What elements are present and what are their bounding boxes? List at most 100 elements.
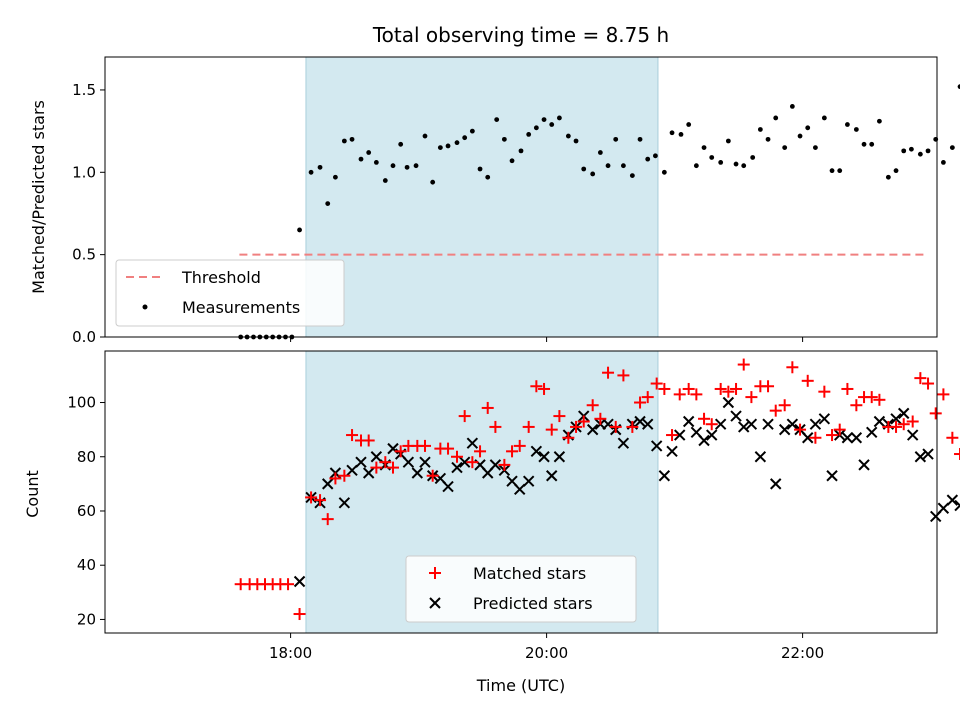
measurement-point	[678, 132, 684, 137]
x-axis-label: Time (UTC)	[476, 676, 565, 695]
predicted-legend-swatch	[429, 597, 441, 609]
matched-star-marker	[698, 412, 711, 425]
measurement-point	[613, 136, 619, 142]
predicted-star-marker	[682, 415, 695, 428]
predicted-star-marker	[322, 478, 334, 490]
matched-star-marker	[522, 420, 535, 433]
measurement-point	[549, 122, 555, 127]
predicted-star-marker	[458, 456, 471, 468]
y-tick-label: 0.0	[72, 328, 96, 346]
predicted-star-marker	[546, 470, 558, 482]
top-y-axis-label: Matched/Predicted stars	[29, 100, 48, 294]
matched-star-marker	[513, 439, 526, 452]
matched-star-marker	[626, 420, 639, 433]
measurement-point	[349, 136, 355, 142]
matched-star-marker	[641, 391, 654, 404]
matched-star-marker	[946, 431, 959, 444]
measurement-point	[925, 148, 931, 154]
measurement-point	[358, 156, 364, 162]
matched-star-marker	[506, 445, 519, 458]
matched-star-marker	[489, 420, 502, 433]
measurement-point	[709, 155, 715, 160]
measurement-point	[909, 146, 914, 152]
x-tick-label: 18:00	[269, 644, 312, 662]
matched-star-marker	[538, 382, 551, 395]
matched-star-marker	[786, 361, 799, 374]
measurement-point	[725, 138, 731, 144]
measurement-point	[765, 136, 771, 142]
measurement-point	[501, 136, 507, 142]
predicted-star-marker	[778, 423, 791, 436]
measurement-point	[821, 115, 827, 121]
measurement-point	[686, 122, 692, 127]
predicted-star-marker	[890, 413, 902, 425]
matched-legend-label: Matched stars	[473, 564, 586, 583]
measurement-point	[317, 164, 323, 170]
matched-star-marker	[387, 461, 399, 474]
measurement-point	[845, 122, 850, 127]
matched-star-marker	[329, 472, 342, 485]
ratio-panel: 0.0 0.5 1.0 1.5 Total observing time = 8.75…	[29, 23, 960, 346]
measurement-point	[805, 125, 811, 131]
measurement-point	[422, 133, 428, 139]
threshold-legend-label: Threshold	[181, 268, 261, 287]
predicted-star-marker	[674, 429, 686, 441]
matched-star-marker	[929, 407, 942, 420]
predicted-star-marker	[338, 497, 351, 509]
predicted-star-marker	[293, 575, 306, 588]
y-tick-label: 0.5	[72, 246, 96, 264]
matched-star-marker	[841, 382, 854, 395]
matched-star-marker	[394, 445, 407, 458]
measurement-point	[373, 160, 379, 165]
matched-star-marker	[737, 358, 750, 371]
measurement-point	[718, 160, 724, 165]
measurement-point	[957, 84, 960, 90]
measurement-point	[869, 141, 875, 147]
matched-star-marker	[609, 420, 622, 433]
predicted-star-marker	[714, 418, 727, 430]
predicted-star-marker	[489, 459, 502, 471]
matched-star-marker	[954, 448, 960, 461]
measurement-point	[390, 163, 396, 169]
matched-star-marker	[545, 423, 558, 436]
measurement-point	[477, 166, 483, 172]
matched-star-marker	[321, 513, 334, 526]
measurement-point	[653, 153, 658, 159]
bottom-axes-frame	[104, 350, 938, 634]
measurement-point	[413, 163, 419, 169]
measurement-point	[565, 133, 571, 139]
predicted-star-marker	[809, 418, 822, 430]
measurement-point	[590, 171, 596, 177]
y-tick-label: 20	[77, 610, 96, 628]
predicted-star-marker	[538, 451, 550, 463]
measurement-point	[885, 174, 891, 180]
predicted-star-marker	[762, 418, 774, 430]
top-x-ticks	[290, 337, 804, 342]
matched-star-marker	[293, 608, 306, 621]
measurement-point	[701, 145, 707, 150]
measurement-point	[308, 169, 314, 175]
matched-star-marker	[634, 396, 647, 409]
predicted-star-marker	[858, 459, 870, 471]
predicted-star-marker	[770, 478, 782, 490]
matched-star-marker	[617, 369, 630, 382]
predicted-star-marker	[514, 483, 526, 495]
matched-star-marker	[451, 450, 463, 463]
measurement-point	[733, 161, 739, 167]
bottom-y-axis-label: Count	[23, 470, 42, 518]
predicted-star-marker	[850, 432, 863, 444]
predicted-star-marker	[873, 415, 886, 428]
matched-star-marker	[530, 380, 543, 393]
measurement-point	[629, 173, 635, 178]
measurement-point	[853, 127, 859, 132]
predicted-legend-label: Predicted stars	[473, 594, 593, 613]
measurement-point	[333, 174, 338, 180]
predicted-star-marker	[866, 426, 878, 439]
measurement-point	[454, 140, 460, 146]
y-tick-label: 100	[67, 394, 96, 412]
matched-legend-swatch	[429, 567, 441, 579]
matched-star-marker	[314, 494, 327, 507]
matched-star-marker	[722, 385, 735, 398]
